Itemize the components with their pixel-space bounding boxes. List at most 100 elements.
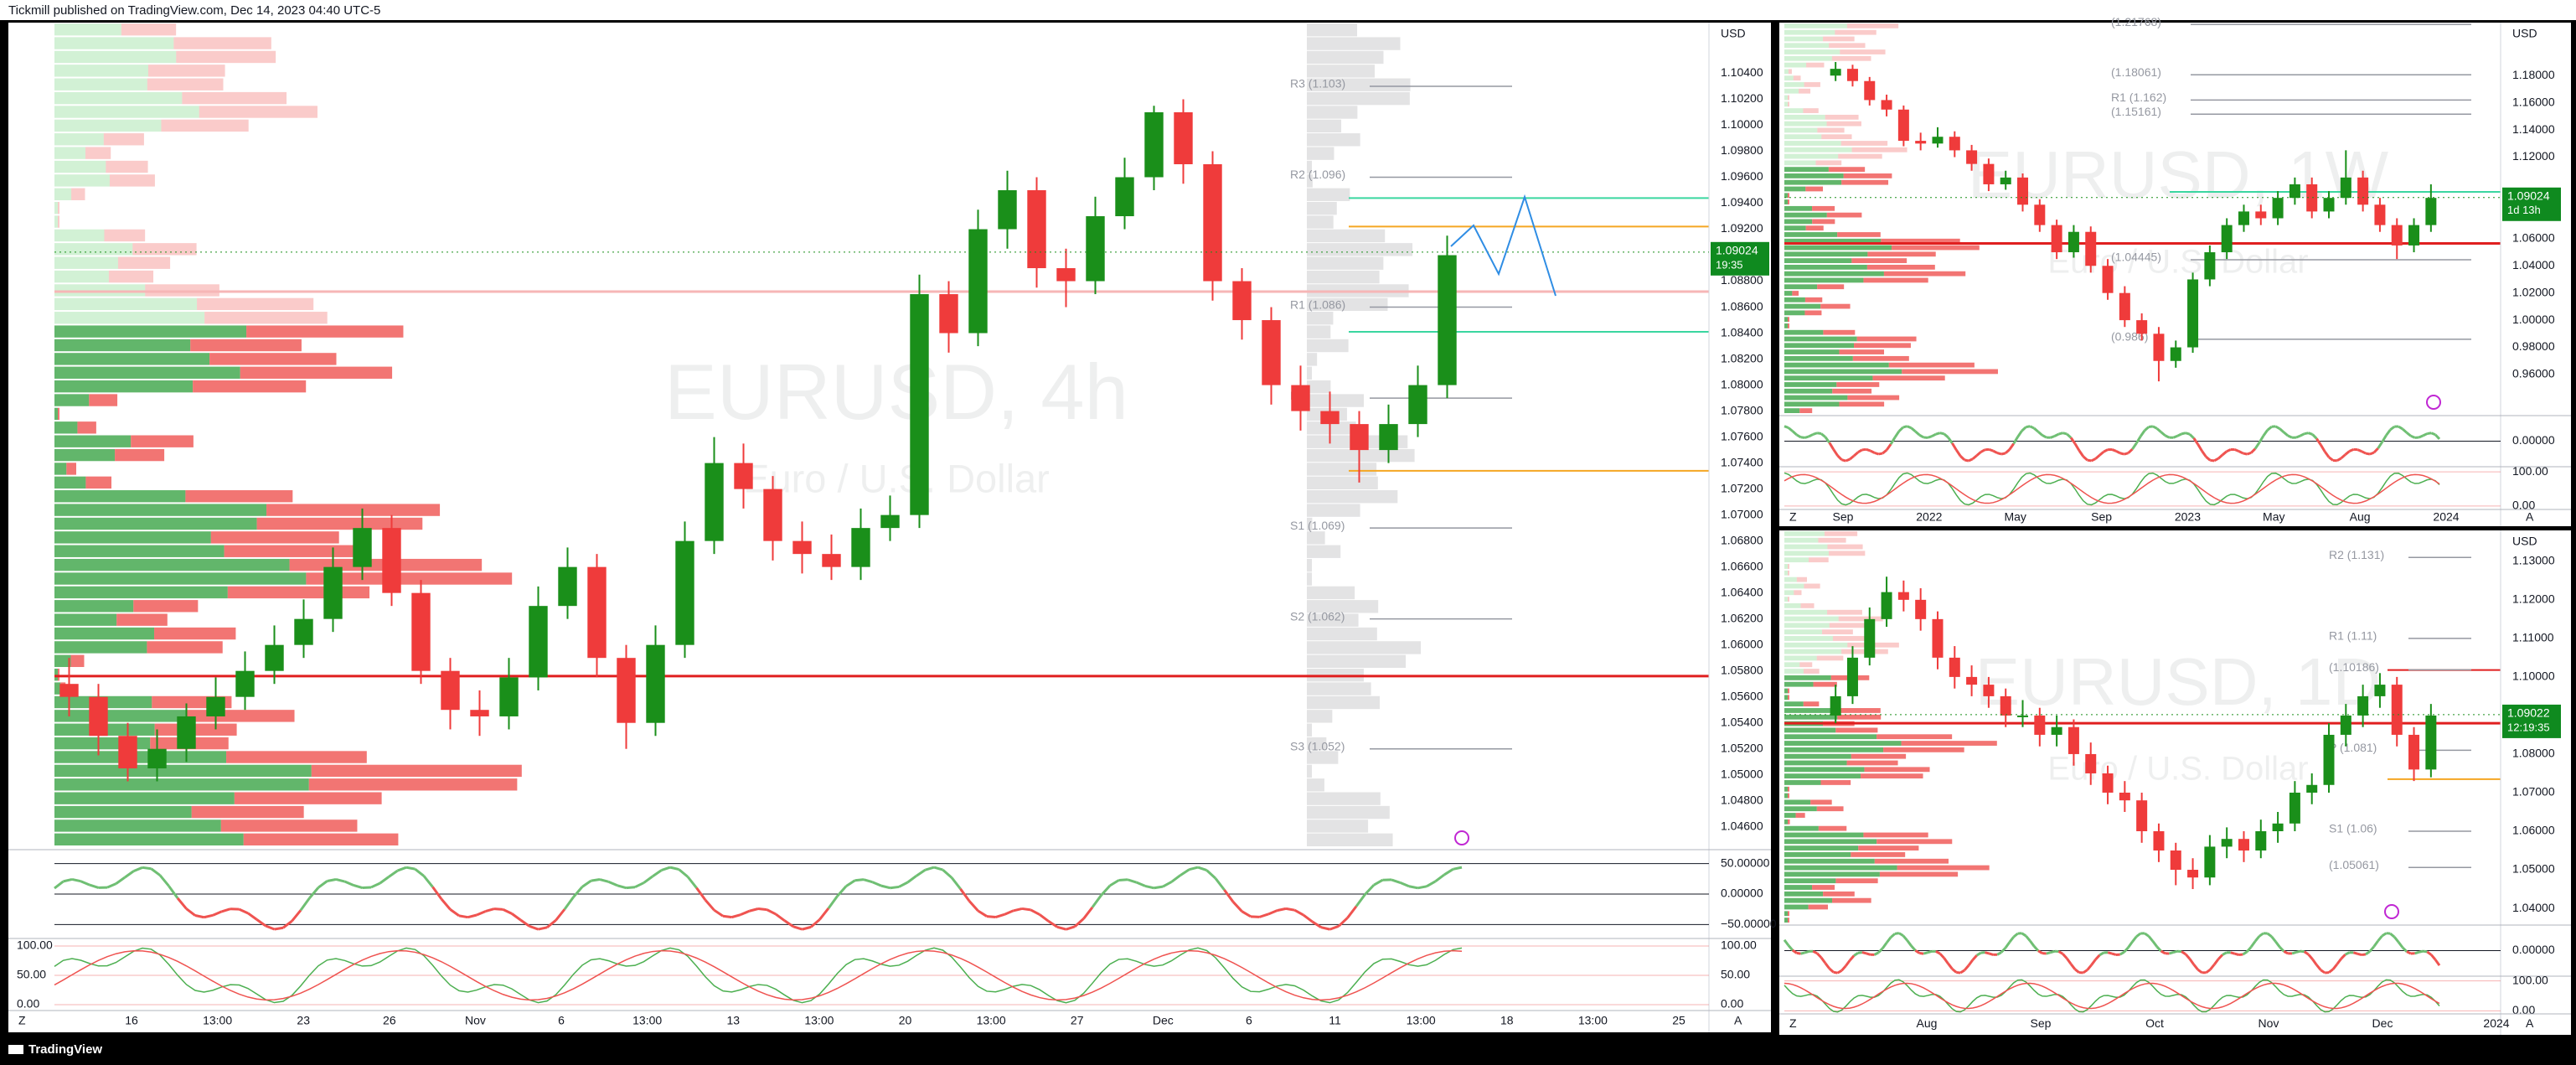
session-profile-bar (1307, 695, 1381, 710)
volume-profile-bar (243, 833, 399, 845)
session-profile-bar (1307, 37, 1401, 50)
candle-body (2051, 726, 2062, 735)
x-tick-label: Nov (2259, 1016, 2279, 1030)
session-profile-bar (1307, 91, 1410, 106)
volume-profile-bar (1823, 36, 1855, 42)
volume-profile-bar (1792, 291, 1799, 296)
pivot-label: S2 (1.062) (1290, 609, 1345, 623)
x-tick-label: May (2263, 510, 2284, 524)
oscillator-line (1845, 959, 1851, 967)
volume-profile-bar (1784, 258, 1852, 263)
y-tick-label: 1.06400 (1721, 585, 1763, 598)
oscillator-line (2103, 448, 2109, 453)
candle-body (1846, 657, 1858, 696)
volume-profile-bar (1804, 583, 1820, 589)
y-tick-label: 1.06000 (2512, 824, 2555, 837)
oscillator-line (1285, 907, 1295, 912)
oscillator-line (898, 881, 909, 888)
oscillator-line (2160, 431, 2166, 437)
session-profile-bar (1307, 710, 1333, 723)
volume-profile-bar (54, 586, 228, 599)
oscillator-line (581, 879, 592, 888)
watermark-symbol: EURUSD, 1D (1975, 644, 2382, 719)
volume-profile-bar (1784, 544, 1828, 550)
oscillator-line (2315, 964, 2322, 971)
oscillator-line (1951, 442, 1958, 451)
oscillator-line (1935, 950, 1941, 955)
volume-profile-bar (190, 339, 302, 352)
volume-profile-bar (54, 201, 58, 215)
oscillator-line (1857, 951, 1863, 954)
oscillator-line (2131, 442, 2138, 450)
oscillator-line (818, 907, 830, 921)
oscillator-line (1845, 458, 1851, 463)
volume-profile-bar (54, 476, 86, 489)
volume-profile-bar (54, 243, 133, 256)
candle-body (1949, 137, 1960, 151)
oscillator-line (731, 913, 741, 919)
session-profile-bar (1307, 463, 1377, 476)
oscillator-line (1013, 907, 1023, 912)
volume-profile-bar (54, 531, 211, 544)
oscillator-line (2406, 950, 2412, 955)
oscillator-line (2217, 453, 2223, 460)
oscillator-line (2029, 425, 2035, 430)
volume-profile-bar (256, 517, 423, 530)
candle-body (2340, 177, 2351, 199)
oscillator-line (2242, 950, 2248, 956)
volume-profile-bar (1784, 576, 1797, 582)
x-tick-label: 6 (558, 1014, 565, 1027)
oscillator-line (1914, 949, 1921, 954)
session-profile-bar (1307, 476, 1378, 490)
volume-profile-bar (1784, 669, 1804, 674)
volume-profile-bar (54, 600, 134, 613)
watermark-symbol: EURUSD, 1W (1968, 137, 2389, 212)
session-profile-bar (1307, 147, 1334, 160)
oscillator-line (1030, 908, 1040, 916)
volume-profile-bar (1784, 649, 1842, 654)
oscillator-line (2430, 954, 2437, 961)
oscillator-line (2398, 425, 2403, 431)
candle-body (177, 716, 196, 749)
oscillator-line (2151, 940, 2158, 948)
oscillator-line (2266, 932, 2273, 938)
volume-profile-bar (1823, 329, 1856, 335)
osc-tick-label-left: 100.00 (17, 938, 53, 952)
x-tick-label: Nov (465, 1014, 486, 1027)
candle-body (265, 644, 284, 671)
volume-profile-bar (1784, 753, 1851, 759)
session-profile-bar (1307, 229, 1386, 243)
candle-body (1115, 177, 1134, 217)
osc-tick-label: 50.00000 (1721, 856, 1770, 869)
oscillator-line (1980, 448, 1986, 453)
oscillator-line (2221, 450, 2228, 457)
volume-profile-bar (1883, 271, 1966, 277)
oscillator-line (546, 919, 557, 928)
volume-profile-bar (204, 312, 328, 324)
oscillator-line (1791, 949, 1798, 954)
volume-profile-bar (1784, 564, 1788, 569)
session-profile-bar (1307, 682, 1371, 695)
volume-profile-bar (54, 764, 312, 778)
volume-profile-bar (176, 50, 276, 64)
oscillator-line (388, 869, 399, 878)
y-tick-label: 1.04600 (1721, 819, 1763, 832)
volume-profile-bar (1784, 832, 1864, 838)
volume-profile-bar (1784, 531, 1825, 536)
oscillator-line (2250, 447, 2257, 454)
candle-body (2102, 266, 2114, 293)
oscillator-line (212, 910, 223, 917)
oscillator-line (704, 899, 715, 912)
candle-body (851, 528, 870, 567)
candle-body (1438, 255, 1457, 385)
candle-body (2034, 715, 2046, 735)
candle-body (1830, 69, 1841, 76)
oscillator-line (1082, 906, 1094, 920)
y-tick-label: 1.10200 (1721, 91, 1763, 105)
candle-body (2323, 198, 2335, 212)
candle-body (939, 294, 958, 333)
oscillator-line (124, 870, 135, 879)
candle-body (1846, 69, 1858, 81)
volume-profile-bar (1784, 101, 1788, 107)
